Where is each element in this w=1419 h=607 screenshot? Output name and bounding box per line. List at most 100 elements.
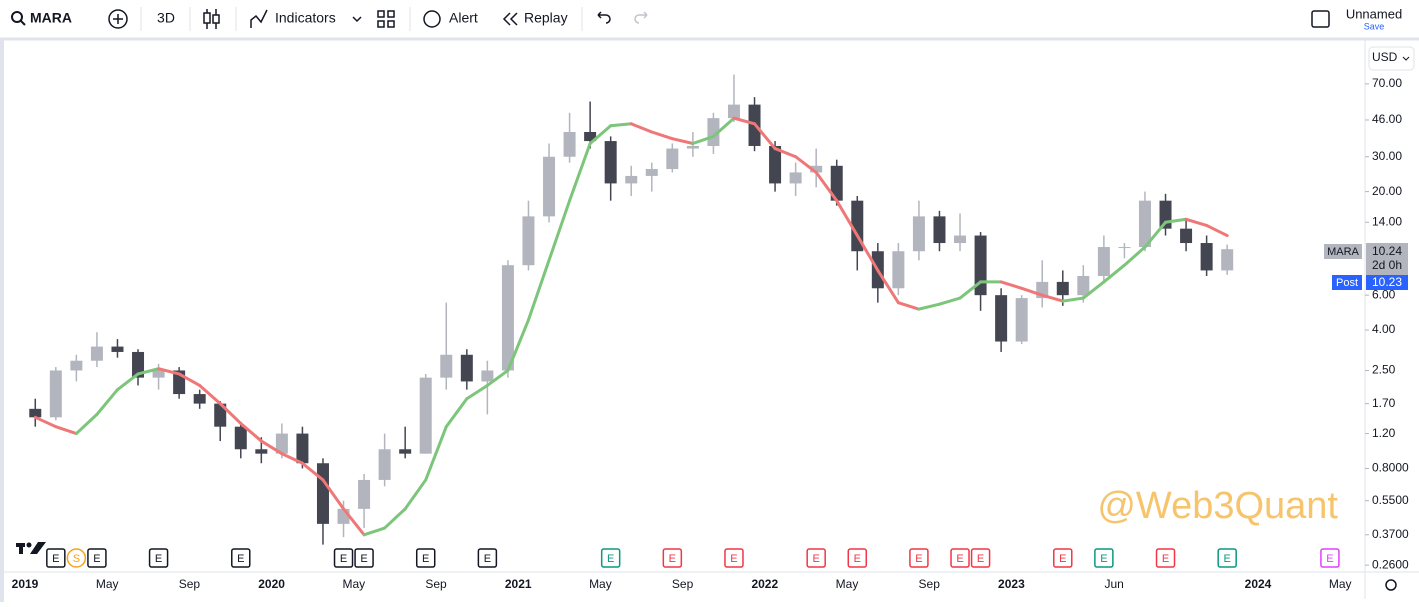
ma-segment <box>917 302 941 311</box>
ma-segment <box>321 478 346 511</box>
ma-segment <box>1184 217 1209 227</box>
y-tick-label: 0.3700 <box>1372 527 1409 541</box>
ma-segment <box>259 439 284 456</box>
search-icon-handle <box>20 20 26 26</box>
ma-segment <box>1205 223 1229 238</box>
ma-segment <box>691 134 715 145</box>
candle-body <box>1077 275 1090 296</box>
event-label: E <box>484 553 491 565</box>
candle-body <box>625 175 638 184</box>
ma-segment <box>547 199 572 262</box>
indicators-dropdown[interactable] <box>352 16 362 23</box>
plot-area: 70.00 46.00 30.00 20.00 14.00 6.00 4.00 2.50 1.7… <box>12 74 1409 591</box>
event-marker <box>415 548 436 568</box>
last-price: 10.24 <box>1372 244 1402 258</box>
event-label: E <box>360 553 367 565</box>
event-label: E <box>1162 553 1169 565</box>
frame-left <box>0 40 4 602</box>
candle-body <box>378 449 391 480</box>
candle-body <box>686 145 699 149</box>
view-3d-button[interactable]: 3D <box>157 10 175 26</box>
candle-body <box>830 165 843 201</box>
event-label: E <box>607 553 614 565</box>
ma-segment <box>136 367 161 376</box>
ma-segment <box>588 124 613 145</box>
search-icon[interactable] <box>11 11 23 23</box>
ma-segment <box>403 478 428 511</box>
y-tick-label: 14.00 <box>1372 214 1402 228</box>
x-tick-label: 2024 <box>1245 577 1272 591</box>
event-label: E <box>1326 553 1333 565</box>
currency-select[interactable] <box>1368 46 1415 71</box>
event-label: E <box>237 553 244 565</box>
y-tick-label: 1.70 <box>1372 396 1396 410</box>
candle-body <box>1221 249 1234 271</box>
layout-toggle[interactable] <box>1311 10 1330 28</box>
candle-body <box>810 165 823 173</box>
x-tick-label: Sep <box>919 577 941 591</box>
countdown: 2d 0h <box>1372 258 1402 272</box>
candle-body <box>584 132 597 142</box>
event-label: E <box>340 553 347 565</box>
event-marker <box>333 548 354 568</box>
currency-label: USD <box>1372 50 1398 64</box>
event-marker <box>66 548 87 568</box>
event-marker <box>87 548 107 568</box>
candle-body <box>234 426 247 450</box>
replay-button[interactable]: Replay <box>524 10 568 26</box>
ma-segment <box>650 130 674 141</box>
alert-button[interactable]: Alert <box>449 10 478 26</box>
event-marker <box>148 548 169 568</box>
ma-segment <box>629 122 654 134</box>
undo-button[interactable] <box>597 11 611 24</box>
candle-body <box>933 216 946 244</box>
ma-segment <box>814 170 839 203</box>
ma-segment <box>835 199 859 238</box>
y-tick-label: 2.50 <box>1372 363 1396 377</box>
indicators-button[interactable]: Indicators <box>275 10 336 26</box>
ma-segment <box>1102 263 1126 284</box>
ma-segment <box>958 280 983 300</box>
event-marker <box>1094 548 1114 568</box>
candle-body <box>1200 243 1213 271</box>
event-marker <box>354 548 374 568</box>
ma-segment <box>1020 286 1044 297</box>
redo-button[interactable] <box>634 11 648 24</box>
candle-body <box>892 251 905 289</box>
candle-body <box>358 479 371 509</box>
compare-button[interactable] <box>108 9 128 29</box>
y-tick-label: 1.20 <box>1372 426 1396 440</box>
event-label: E <box>915 553 922 565</box>
event-label: E <box>93 553 100 565</box>
settings-button[interactable] <box>1385 579 1397 591</box>
candle-body <box>132 351 145 378</box>
ma-segment <box>157 367 181 376</box>
ma-segment <box>855 234 880 272</box>
candle-body <box>481 370 494 382</box>
event-marker <box>662 548 683 568</box>
indicators-icon <box>250 9 268 28</box>
event-marker <box>806 548 826 568</box>
chart-type-icon-body <box>203 12 211 24</box>
save-button[interactable]: Save <box>1364 21 1385 31</box>
symbol-search[interactable]: MARA <box>30 10 72 26</box>
layout-name[interactable]: Unnamed <box>1346 6 1402 21</box>
candle-body <box>399 449 412 454</box>
compare-icon <box>113 14 123 24</box>
ma-segment <box>711 116 736 138</box>
candle-body <box>1180 228 1193 244</box>
event-marker <box>970 548 991 568</box>
layout-icon[interactable] <box>377 10 395 28</box>
candle-body <box>440 354 453 378</box>
ma-segment <box>1081 280 1106 300</box>
x-tick-label: May <box>589 577 612 591</box>
candle-body <box>1097 247 1110 276</box>
ma-segment <box>342 507 366 537</box>
event-marker <box>950 548 970 568</box>
y-tick-label: 0.5500 <box>1372 493 1409 507</box>
event-marker <box>847 548 868 568</box>
y-tick-label: 30.00 <box>1372 149 1402 163</box>
ma-segment <box>896 301 921 311</box>
event-marker <box>600 548 621 568</box>
candle-body <box>645 169 658 176</box>
